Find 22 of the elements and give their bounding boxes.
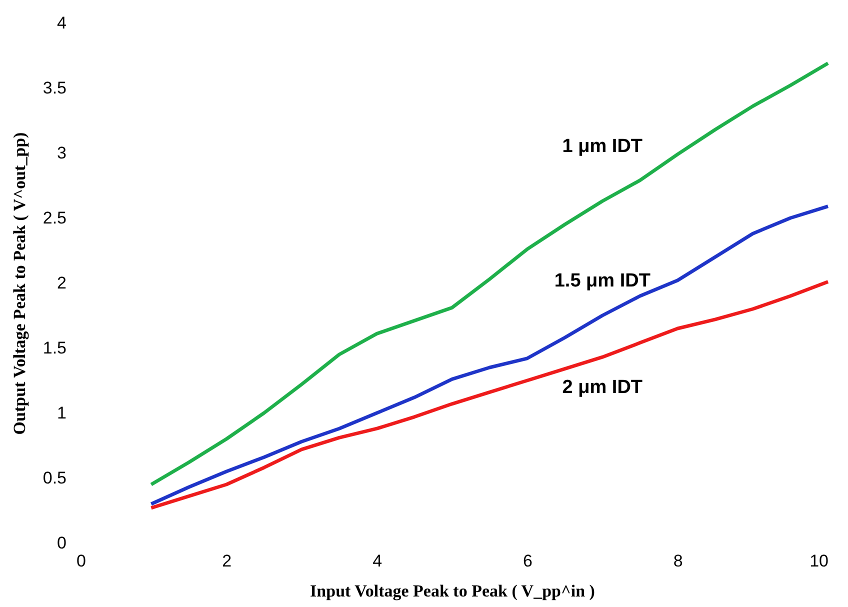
y-tick-label: 1.5 [42, 338, 66, 358]
x-tick-label: 0 [76, 552, 86, 570]
y-axis-title: Output Voltage Peak to Peak ( V^out_pp) [10, 132, 29, 435]
y-tick-label: 3.5 [42, 78, 66, 98]
y-tick-label: 0 [57, 534, 66, 552]
x-tick-label: 2 [222, 552, 232, 570]
y-tick-label: 3 [57, 144, 66, 162]
x-tick-label: 8 [673, 552, 683, 570]
annotation: 2 μm IDT [562, 377, 643, 398]
annotation: 1.5 μm IDT [554, 270, 651, 292]
y-tick-label: 0.5 [42, 468, 66, 488]
x-tick-label: 6 [522, 552, 532, 570]
x-tick-label: 4 [372, 552, 382, 570]
x-tick-label: 10 [810, 552, 828, 570]
y-tick-label: 2 [57, 274, 66, 292]
y-tick-label: 1 [57, 404, 66, 422]
annotation: 1 μm IDT [562, 136, 643, 158]
y-tick-label: 2.5 [42, 208, 66, 228]
line-series [149, 204, 830, 506]
y-tick-label: 4 [57, 14, 66, 32]
line-series [149, 62, 830, 486]
x-axis-title: Input Voltage Peak to Peak ( V_pp^in ) [310, 582, 595, 600]
